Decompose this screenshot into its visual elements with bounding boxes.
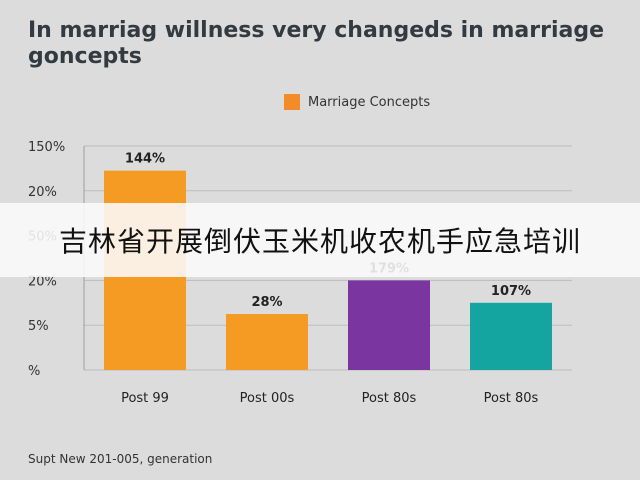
bar [348, 280, 430, 370]
banner-text: 吉林省开展倒伏玉米机收农机手应急培训 [58, 225, 581, 258]
chart-title: In marriag willness very changeds in mar… [28, 18, 605, 69]
data-label: 28% [251, 295, 282, 310]
x-tick-label: Post 80s [484, 391, 539, 406]
y-tick-label: 5% [28, 319, 49, 334]
data-label: 144% [125, 152, 165, 167]
legend-swatch [284, 94, 300, 110]
y-tick-label: 150% [28, 140, 65, 155]
x-tick-label: Post 80s [362, 391, 417, 406]
legend: Marriage Concepts [284, 94, 430, 110]
footnote: Supt New 201-005, generation [28, 452, 213, 466]
banner-overlay: 吉林省开展倒伏玉米机收农机手应急培训 [0, 203, 640, 277]
bar [470, 302, 552, 370]
y-tick-label: 20% [28, 185, 57, 200]
x-tick-label: Post 00s [240, 391, 295, 406]
bar [226, 314, 308, 370]
x-tick-label: Post 99 [121, 391, 169, 406]
y-tick-label: % [28, 364, 40, 379]
y-tick-label: 20% [28, 274, 57, 289]
legend-label: Marriage Concepts [308, 94, 431, 110]
data-label: 107% [491, 284, 531, 299]
